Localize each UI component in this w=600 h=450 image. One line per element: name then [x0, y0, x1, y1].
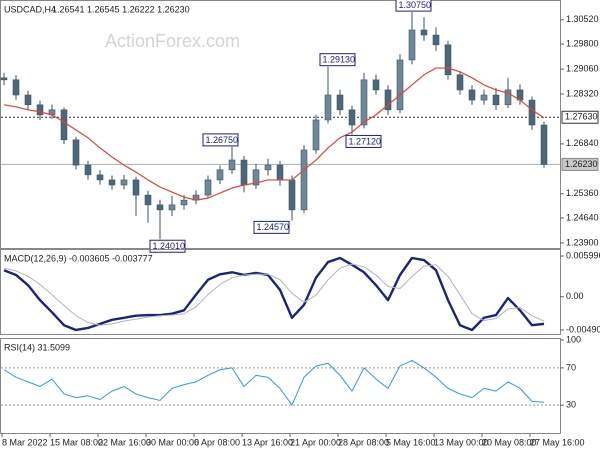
candle-body: [492, 94, 500, 106]
candle-body: [528, 99, 536, 126]
candle-body: [228, 159, 236, 171]
candle-body: [252, 169, 260, 186]
level-box: [561, 110, 599, 124]
y-tick-label: 1.26840: [566, 138, 599, 148]
candle-body: [72, 139, 80, 166]
panel-title: USDCAD,H4: [4, 4, 56, 14]
ohlc-info: 1.26541 1.26545 1.26222 1.26230: [52, 4, 190, 14]
x-tick-label: 21 Apr 00:00: [290, 437, 341, 447]
candle-body: [468, 89, 476, 101]
candle-body: [360, 79, 368, 126]
annotation-label: 1.24010: [153, 241, 186, 251]
y-tick-label: 1.24640: [566, 212, 599, 222]
y-tick-label: 1.30520: [566, 14, 599, 24]
annotation-label: 1.30750: [399, 0, 432, 10]
annotation-box: [202, 133, 239, 147]
panel-frame: [0, 338, 561, 434]
candle-body: [264, 164, 272, 171]
candle-body: [168, 204, 176, 211]
candle-body: [204, 179, 212, 196]
panel-title: MACD(12,26,9) -0.003605 -0.003777: [4, 253, 153, 263]
y-tick-label: 1.29060: [566, 63, 599, 73]
x-tick-label: 5 May 16:00: [386, 437, 436, 447]
series-line: [3, 256, 545, 332]
y-tick-label: 0.00: [566, 291, 584, 301]
candle-body: [180, 199, 188, 206]
x-tick-label: 8 Mar 2022: [2, 437, 48, 447]
annotation-box: [319, 53, 356, 67]
x-tick-label: 27 May 16:00: [530, 437, 585, 447]
series-line: [3, 359, 545, 406]
annotation-box: [253, 220, 290, 234]
candle-body: [408, 29, 416, 61]
annotation-label: 1.29130: [323, 55, 356, 65]
x-tick-label: 13 Apr 16:00: [242, 437, 293, 447]
panel-frame: [0, 0, 561, 249]
candle-body: [312, 119, 320, 151]
y-tick-label: 30: [566, 399, 576, 409]
x-tick-label: 22 Mar 16:00: [98, 437, 151, 447]
annotation-label: 1.26750: [206, 135, 239, 145]
candle-body: [444, 44, 452, 76]
last-price-label: 1.26230: [565, 159, 598, 169]
candle-body: [36, 104, 44, 116]
candle-body: [144, 194, 152, 206]
candle-body: [348, 109, 356, 126]
candle-body: [456, 74, 464, 91]
y-tick-label: 1.28320: [566, 88, 599, 98]
last-price-box: [561, 157, 599, 171]
candle-body: [156, 204, 164, 211]
candle-body: [60, 109, 68, 141]
x-tick-label: 28 Apr 08:00: [338, 437, 389, 447]
candle-body: [432, 34, 440, 46]
candle-body: [84, 164, 92, 176]
level-label: 1.27630: [565, 112, 598, 122]
candle-body: [324, 94, 332, 121]
candle-body: [216, 169, 224, 181]
x-tick-label: 15 Mar 08:00: [50, 437, 103, 447]
candle-body: [108, 179, 116, 186]
candle-body: [396, 59, 404, 111]
candle-body: [96, 174, 104, 181]
annotation-box: [395, 0, 432, 12]
y-tick-label: 0.005996: [566, 250, 600, 260]
candle-body: [240, 159, 248, 186]
candle-body: [372, 79, 380, 91]
annotation-box: [345, 134, 382, 148]
annotation-label: 1.27120: [349, 136, 382, 146]
candle-body: [336, 94, 344, 111]
candle-body: [24, 94, 32, 106]
x-tick-label: 30 Mar 00:00: [146, 437, 199, 447]
candle-body: [12, 79, 20, 96]
x-tick-label: 6 Apr 08:00: [194, 437, 240, 447]
candle-body: [384, 89, 392, 111]
candle-body: [132, 179, 140, 196]
annotation-label: 1.24570: [257, 222, 290, 232]
candle-body: [276, 164, 284, 181]
y-tick-label: 1.29800: [566, 38, 599, 48]
series-line: [3, 263, 545, 326]
x-tick-label: 13 May 00:00: [434, 437, 489, 447]
candle-body: [480, 94, 488, 101]
candle-body: [540, 124, 548, 165]
y-tick-label: 1.25360: [566, 188, 599, 198]
candle-body: [288, 179, 296, 211]
candle-body: [120, 179, 128, 186]
candle-body: [300, 149, 308, 211]
panel-title: RSI(14) 31.5099: [4, 342, 70, 352]
x-tick-label: 20 May 08:00: [482, 437, 537, 447]
y-tick-label: 100: [566, 334, 581, 344]
moving-average: [3, 67, 545, 201]
candle-body: [504, 89, 512, 106]
panel-frame: [0, 249, 561, 335]
y-tick-label: 1.23900: [566, 237, 599, 247]
y-tick-label: -0.004901: [566, 324, 600, 334]
y-tick-label: 70: [566, 362, 576, 372]
candle-body: [0, 77, 8, 81]
candle-body: [420, 29, 428, 36]
watermark: ActionForex.com: [105, 31, 240, 51]
